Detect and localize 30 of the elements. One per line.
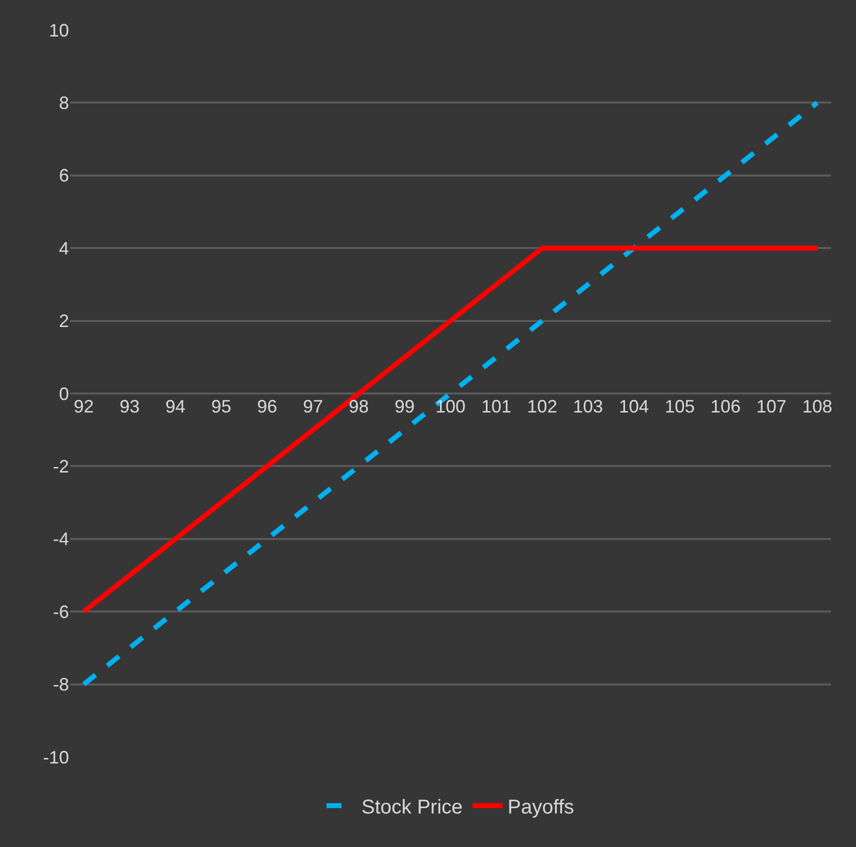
y-tick-label: 10: [48, 20, 69, 40]
y-tick-label: -6: [52, 602, 69, 622]
legend-label: Stock Price: [362, 796, 463, 818]
x-tick-label: 99: [394, 396, 415, 416]
y-tick-label: 2: [58, 311, 69, 332]
x-tick-label: 97: [302, 396, 323, 416]
y-tick-label: -10: [42, 747, 69, 768]
x-tick-label: 94: [165, 396, 186, 416]
legend-label: Payoffs: [508, 796, 574, 818]
x-tick-label: 102: [527, 396, 558, 416]
x-tick-label: 108: [802, 396, 832, 416]
x-tick-label: 106: [710, 396, 741, 416]
x-tick-label: 93: [120, 396, 140, 416]
x-tick-label: 98: [348, 396, 369, 416]
x-tick-label: 105: [664, 396, 695, 416]
x-tick-label: 100: [435, 396, 466, 416]
y-tick-label: 0: [58, 384, 69, 404]
x-tick-label: 101: [481, 396, 512, 416]
y-tick-label: 8: [58, 93, 69, 113]
x-tick-label: 103: [573, 396, 604, 416]
x-tick-label: 95: [211, 396, 232, 416]
y-tick-label: -4: [52, 529, 69, 550]
x-tick-label: 96: [257, 396, 278, 416]
y-tick-label: 4: [58, 238, 69, 258]
x-tick-label: 107: [756, 396, 786, 416]
x-tick-label: 92: [74, 396, 94, 416]
y-tick-label: 6: [58, 166, 69, 186]
y-tick-label: -2: [52, 456, 69, 476]
y-tick-label: -8: [52, 674, 69, 695]
x-tick-label: 104: [618, 396, 649, 416]
